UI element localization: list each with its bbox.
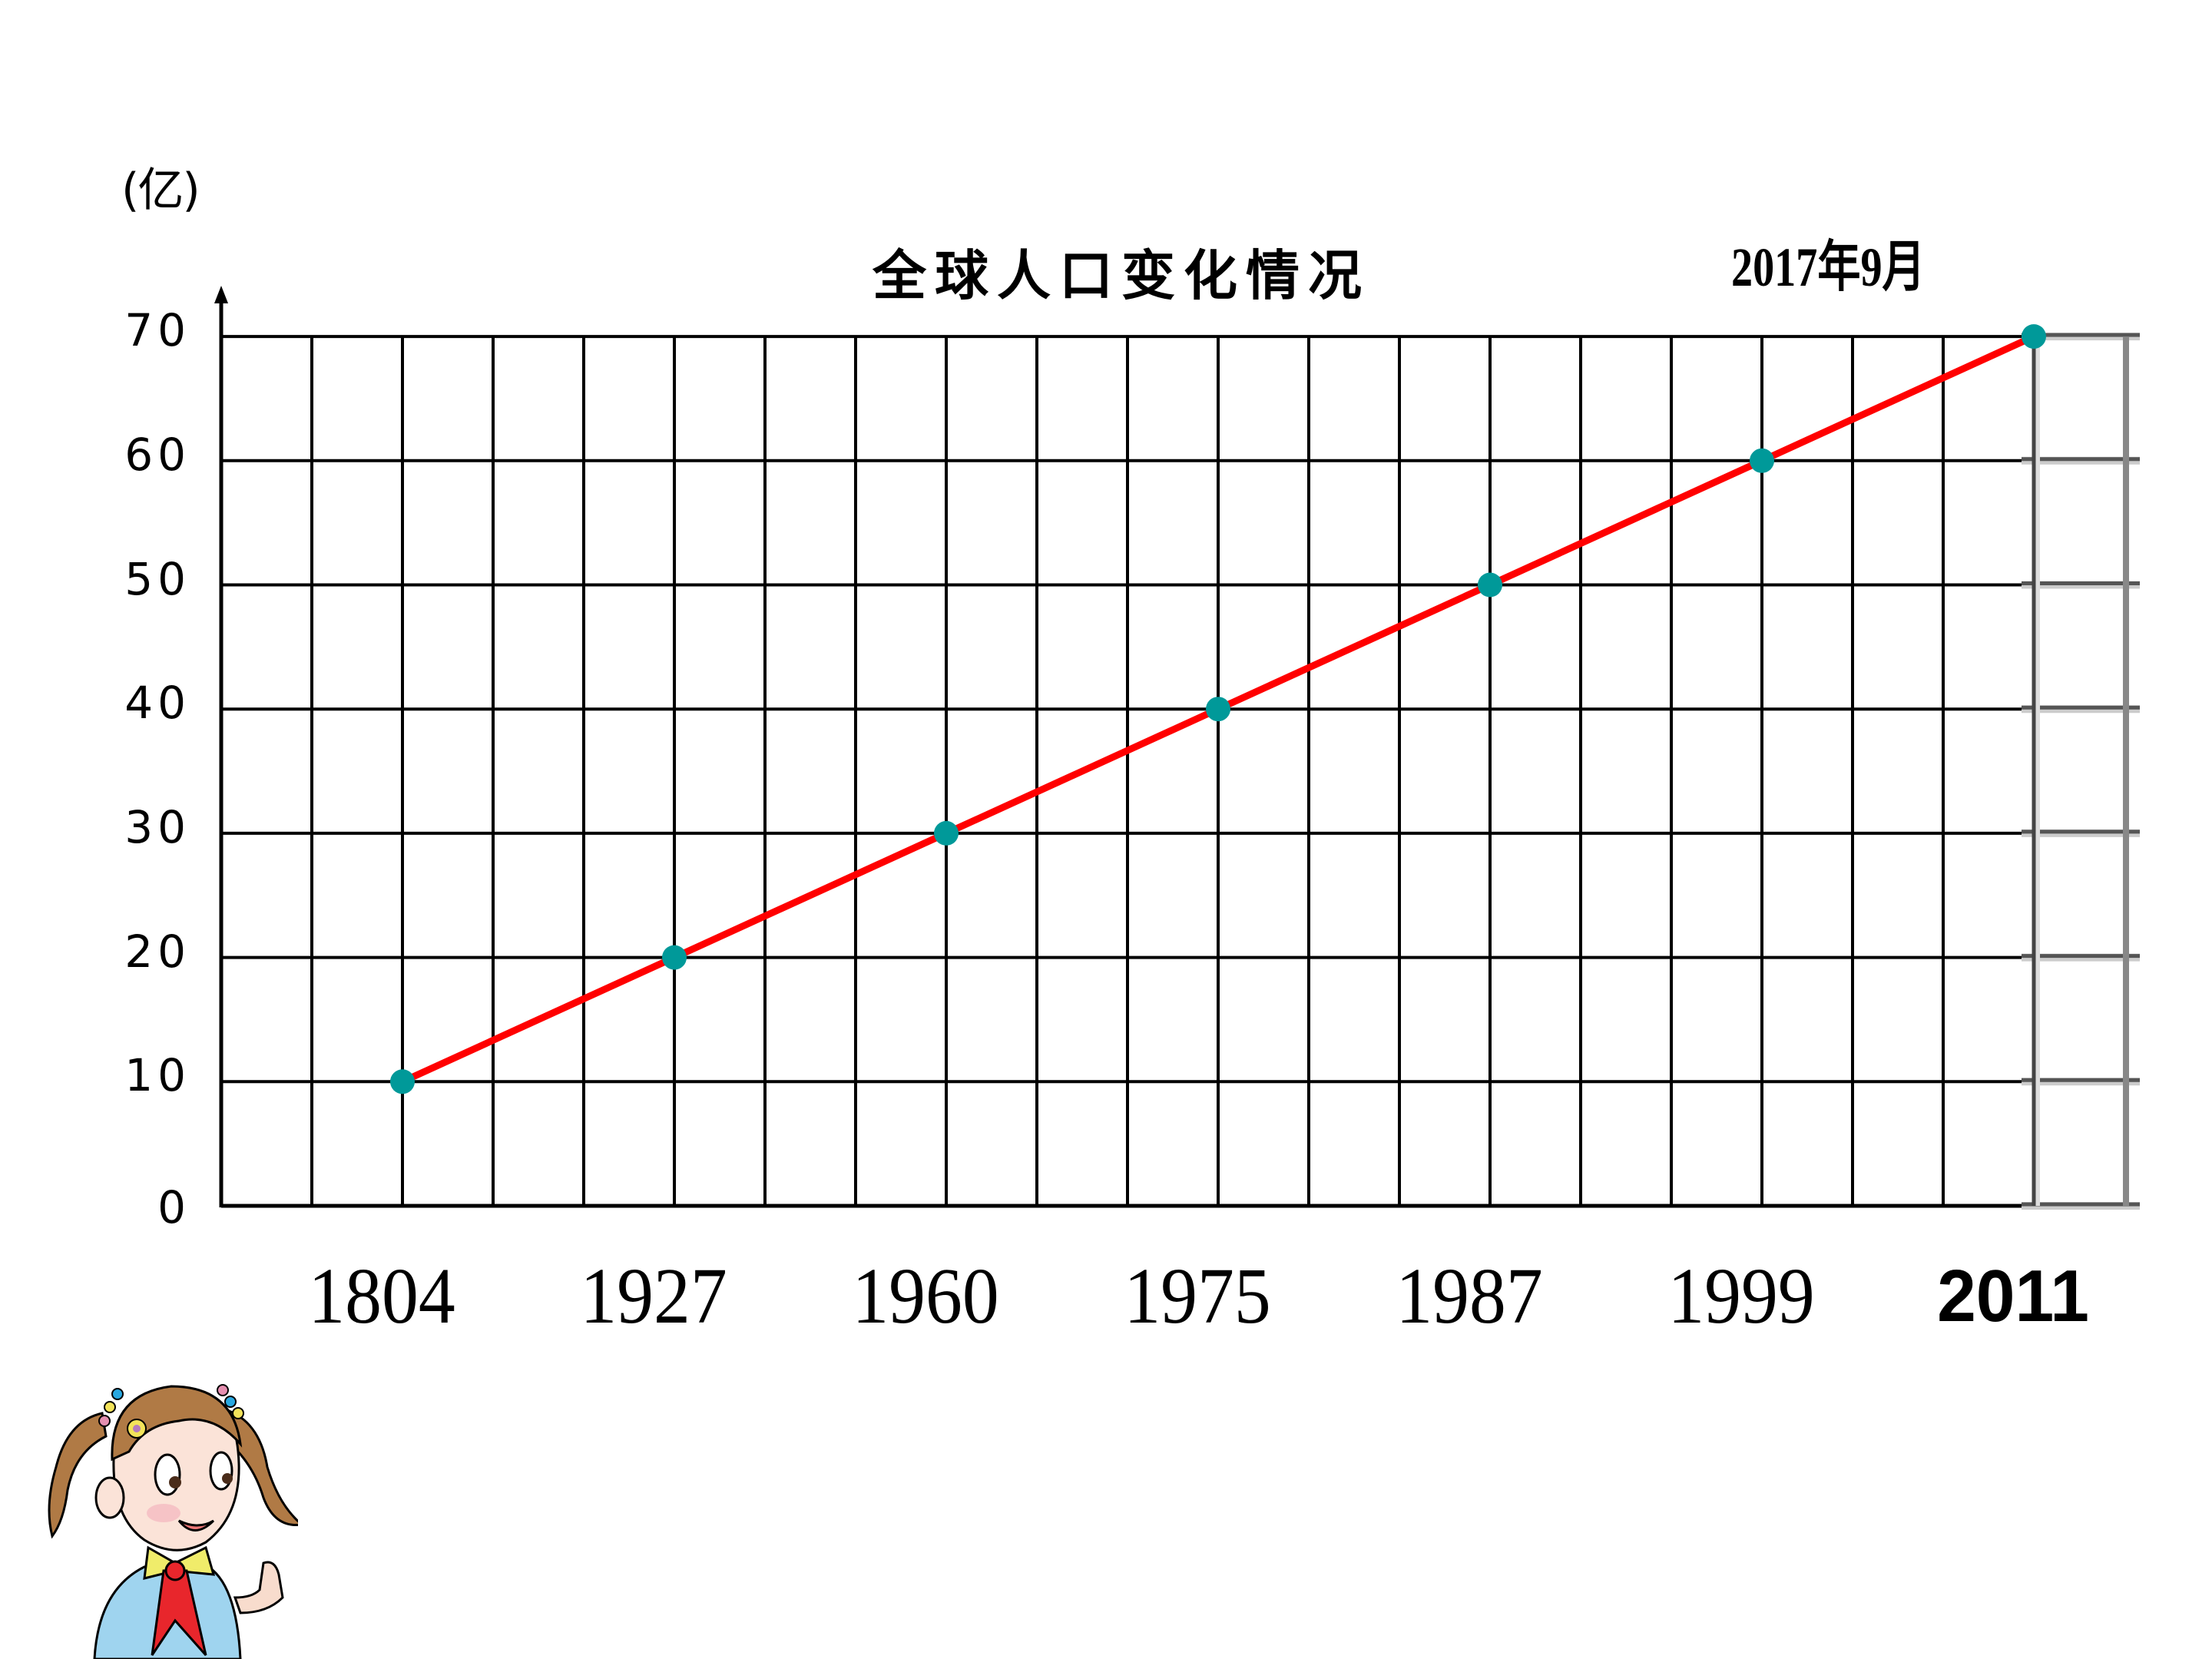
data-point-marker [1206,697,1230,722]
population-series [390,324,2046,1094]
data-point-marker [1478,572,1502,598]
x-tick-label-highlighted: 2011 [1937,1255,2089,1337]
x-tick-label: 1987 [1396,1252,1543,1340]
x-tick-label: 1960 [852,1252,999,1340]
chart-axes [214,286,2022,1208]
y-tick-label: 70 [124,304,190,357]
y-tick-label: 50 [124,552,190,605]
data-point-marker [1750,448,1774,473]
y-tick-label: 0 [157,1181,190,1233]
y-tick-label: 60 [124,428,190,481]
data-point-marker [390,1069,415,1094]
x-tick-label: 1927 [580,1252,727,1340]
y-axis-unit-label: (亿) [121,164,200,217]
x-tick-label: 1999 [1667,1252,1815,1340]
y-tick-label: 40 [124,677,190,730]
data-point-marker [934,820,959,846]
girl-mascot-illustration [48,1384,298,1659]
date-annotation: 2017年9月 [1731,237,1926,298]
chart-grid [221,333,2140,1210]
chart-title: 全球人口变化情况 [873,244,1370,307]
x-tick-label: 1975 [1124,1252,1271,1340]
y-tick-label: 30 [124,800,190,853]
data-point-marker [662,945,687,970]
y-tick-label: 20 [124,925,190,978]
y-tick-label: 10 [124,1049,190,1102]
x-tick-label: 1804 [308,1252,455,1340]
data-point-marker [2022,324,2046,349]
